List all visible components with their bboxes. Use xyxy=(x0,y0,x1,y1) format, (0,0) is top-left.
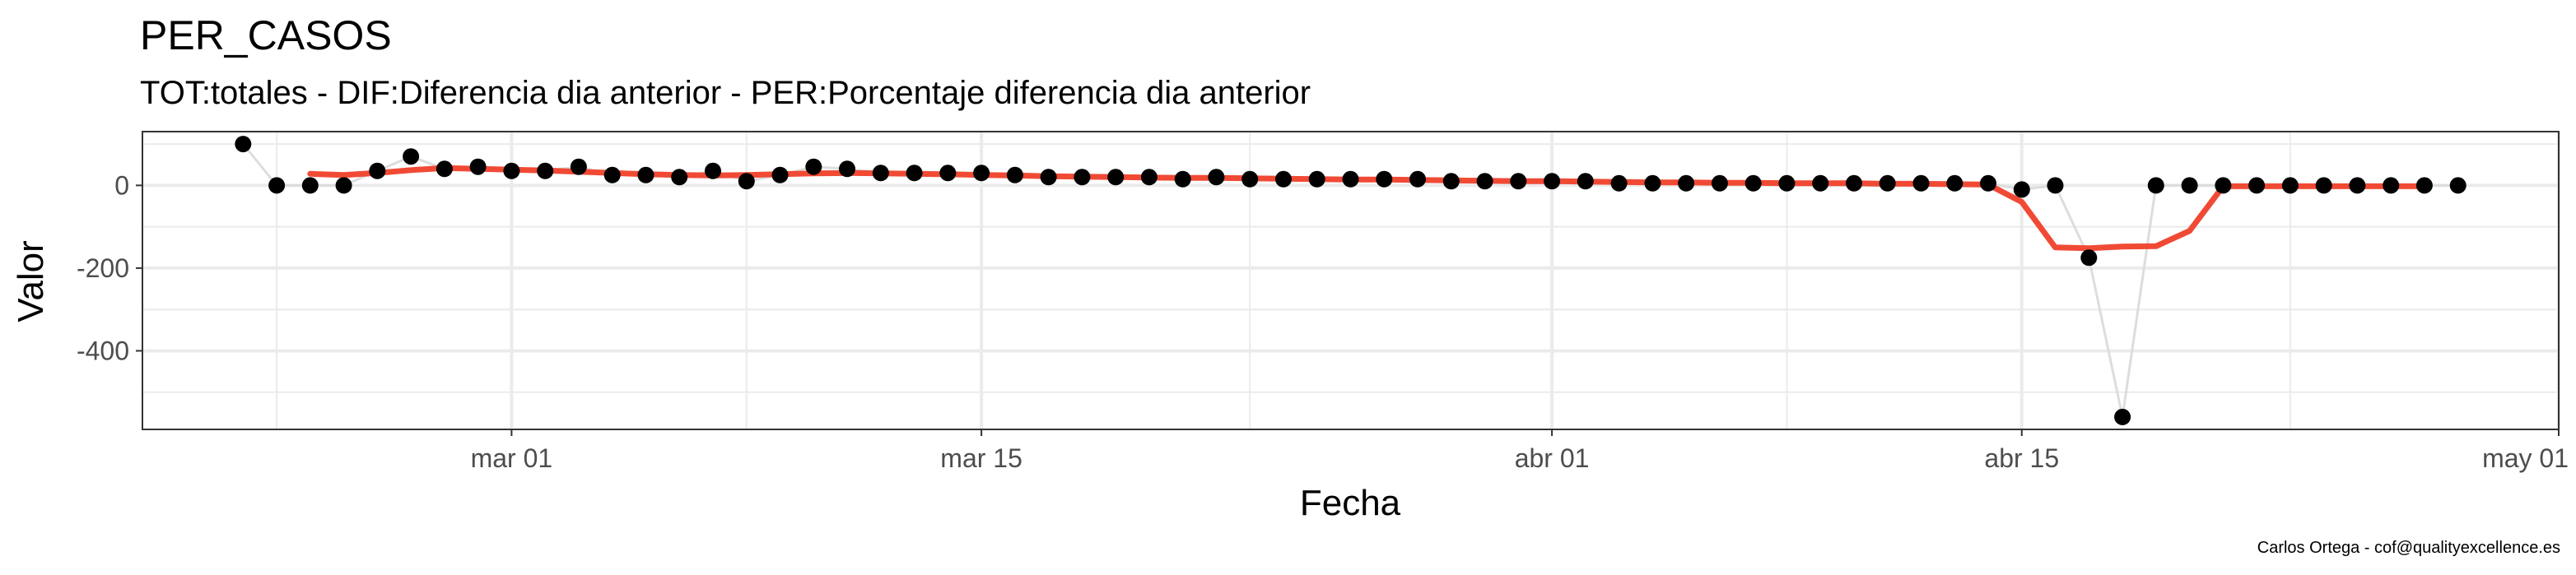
data-point xyxy=(469,158,487,175)
y-tick-label: 0 xyxy=(114,170,129,200)
data-point xyxy=(671,169,688,186)
data-point xyxy=(906,165,923,182)
data-point xyxy=(2349,177,2366,194)
x-tick-label: abr 15 xyxy=(1984,443,2059,473)
data-point xyxy=(1610,174,1628,192)
data-point xyxy=(771,166,789,183)
x-tick-label: mar 01 xyxy=(471,443,553,473)
x-tick-label: abr 01 xyxy=(1515,443,1590,473)
data-point xyxy=(1476,173,1493,190)
data-point xyxy=(1846,174,1862,192)
data-point xyxy=(2080,249,2098,267)
data-point xyxy=(1778,174,1796,192)
data-point xyxy=(839,160,855,178)
data-point xyxy=(2047,177,2064,194)
data-point xyxy=(1409,170,1426,188)
data-point xyxy=(637,166,654,183)
data-point xyxy=(1241,170,1259,188)
data-point xyxy=(2449,177,2467,194)
data-point xyxy=(1946,174,1963,192)
data-point xyxy=(436,160,453,178)
data-point xyxy=(235,136,252,153)
y-tick-label: -200 xyxy=(77,253,129,283)
data-point xyxy=(1678,174,1695,192)
data-point xyxy=(2181,177,2198,194)
data-point xyxy=(973,165,990,182)
data-point xyxy=(2315,177,2332,194)
data-point xyxy=(2215,177,2232,194)
axis-layer: 0 -200 -400 mar 01 mar 15 abr 01 abr 15 may 01 xyxy=(77,131,2569,473)
data-point xyxy=(1544,173,1561,190)
data-point xyxy=(1812,174,1829,192)
data-point xyxy=(1711,174,1728,192)
data-point xyxy=(537,162,554,179)
data-point xyxy=(2415,177,2433,194)
data-point xyxy=(503,162,520,179)
chart-caption: Carlos Ortega - cof@qualityexcellence.es xyxy=(2257,539,2560,557)
data-point xyxy=(1006,166,1023,183)
data-point xyxy=(2248,177,2266,194)
panel-border xyxy=(142,131,2560,430)
data-point xyxy=(570,158,587,175)
data-point xyxy=(1140,169,1158,186)
y-tick-label: -400 xyxy=(77,336,129,365)
data-point xyxy=(1107,169,1125,186)
data-point xyxy=(939,165,957,182)
data-point xyxy=(1308,170,1325,188)
x-axis-title: Fecha xyxy=(1300,483,1401,523)
data-point xyxy=(335,177,352,194)
x-tick-label: mar 15 xyxy=(940,443,1022,473)
data-point xyxy=(1174,170,1191,188)
data-point xyxy=(1342,170,1359,188)
data-point xyxy=(301,177,319,194)
chart-title: PER_CASOS xyxy=(140,12,392,58)
data-point xyxy=(1644,174,1661,192)
data-point xyxy=(1208,169,1225,186)
data-point xyxy=(403,148,420,165)
data-point xyxy=(1376,170,1393,188)
data-point xyxy=(268,177,286,194)
data-point xyxy=(603,166,621,183)
points-layer xyxy=(235,136,2467,425)
data-point xyxy=(1074,169,1091,186)
smoothed-trend-line xyxy=(307,165,2428,252)
data-point xyxy=(2281,177,2299,194)
data-point xyxy=(1040,169,1057,186)
data-point xyxy=(1577,173,1594,190)
data-point xyxy=(369,162,386,179)
data-point xyxy=(1510,173,1527,190)
data-point xyxy=(738,173,755,190)
data-point xyxy=(2114,408,2131,425)
y-axis-title: Valor xyxy=(11,240,51,322)
data-point xyxy=(1275,170,1292,188)
x-tick-label: may 01 xyxy=(2482,443,2569,473)
data-point xyxy=(1912,174,1930,192)
smooth-layer xyxy=(307,165,2428,252)
data-point xyxy=(1745,174,1762,192)
chart-subtitle: TOT:totales - DIF:Diferencia dia anterio… xyxy=(140,75,1311,111)
data-point xyxy=(705,162,721,179)
data-point xyxy=(1442,173,1460,190)
data-point xyxy=(2383,177,2400,194)
data-point xyxy=(805,158,822,175)
data-point xyxy=(1980,174,1996,192)
data-point xyxy=(1879,174,1896,192)
data-point xyxy=(2147,177,2164,194)
data-point xyxy=(2013,181,2030,198)
data-point xyxy=(872,165,889,182)
